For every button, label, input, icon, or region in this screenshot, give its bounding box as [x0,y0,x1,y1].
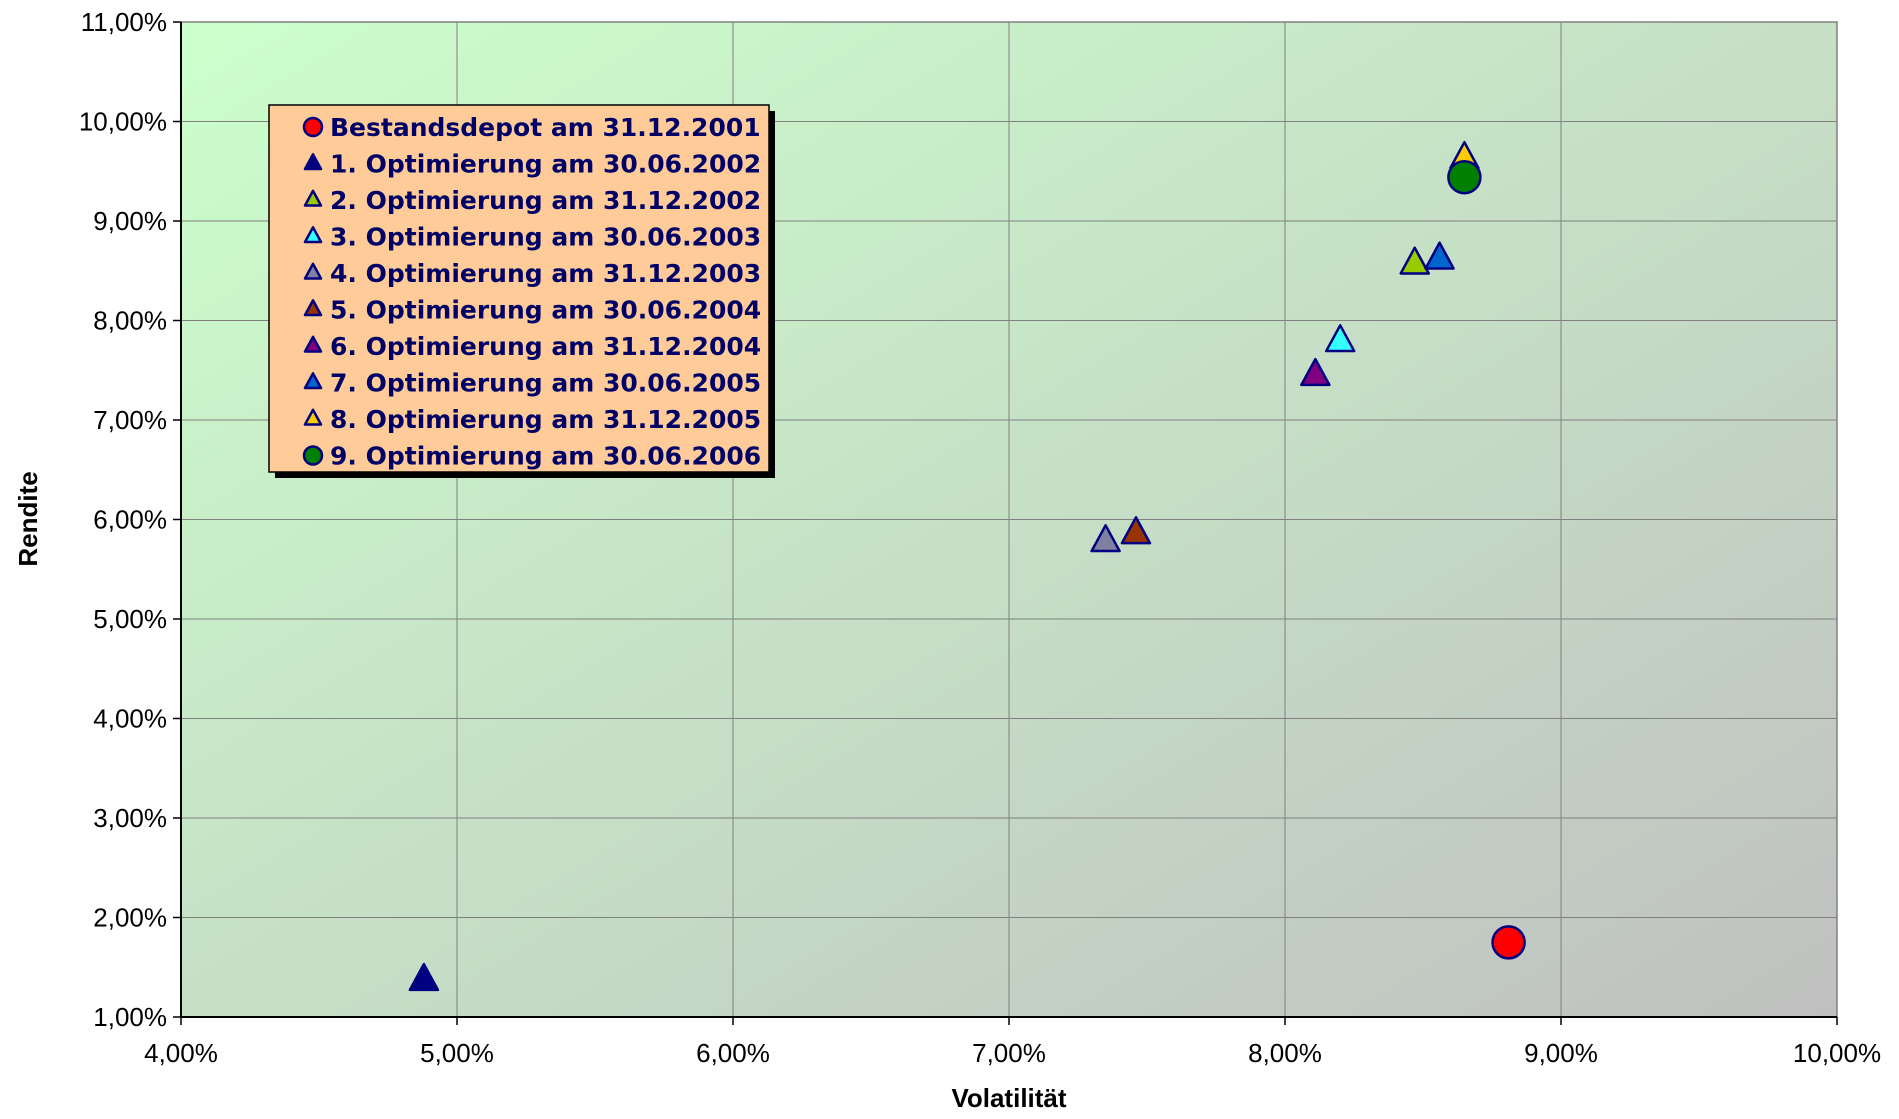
x-tick-labels: 4,00% 5,00% 6,00% 7,00% 8,00% 9,00% 10,00% [144,1038,1881,1068]
data-point [1090,524,1121,553]
x-tick-label: 5,00% [420,1038,494,1068]
legend-entry: 9. Optimierung am 30.06.2006 [302,442,761,471]
legend-marker [303,226,323,244]
x-tick-label: 7,00% [972,1038,1046,1068]
legend-entry: 8. Optimierung am 31.12.2005 [303,405,761,434]
legend-marker [303,299,323,317]
y-tick-label: 9,00% [93,206,167,236]
legend-label: 4. Optimierung am 31.12.2003 [330,259,761,288]
data-point [1120,516,1152,545]
legend-marker [303,262,323,280]
legend-label: 1. Optimierung am 30.06.2002 [330,150,761,179]
data-point [1324,324,1356,353]
x-tick-label: 8,00% [1248,1038,1322,1068]
y-axis-title: Rendite [13,471,43,566]
y-tick-label: 1,00% [93,1002,167,1032]
legend-box [268,104,770,473]
legend-marker [303,153,323,171]
x-axis-title: Volatilität [951,1083,1066,1113]
legend-label: 2. Optimierung am 31.12.2002 [330,186,761,215]
legend-marker [302,116,324,138]
legend-entry: 1. Optimierung am 30.06.2002 [303,150,761,179]
data-points [408,140,1526,992]
legend-entry: 2. Optimierung am 31.12.2002 [303,186,761,215]
y-tick-label: 8,00% [93,306,167,336]
legend-entry: 6. Optimierung am 31.12.2004 [303,332,761,361]
legend-label: 6. Optimierung am 31.12.2004 [330,332,761,361]
legend-entry: Bestandsdepot am 31.12.2001 [302,113,761,142]
legend-entry: 5. Optimierung am 30.06.2004 [303,296,761,325]
legend-marker [303,372,323,390]
y-tick-labels: 1,00% 2,00% 3,00% 4,00% 5,00% 6,00% 7,00% 8,00%… [79,7,167,1032]
x-tick-label: 6,00% [696,1038,770,1068]
data-point [1424,241,1455,270]
y-tick-label: 11,00% [81,7,167,37]
legend-marker [303,408,323,426]
x-tick-label: 9,00% [1524,1038,1598,1068]
legend-marker [303,335,323,353]
axes [173,21,1838,1025]
legend-marker [302,445,324,466]
legend: Bestandsdepot am 31.12.2001 1. Optimierun… [268,104,775,478]
data-point [1491,925,1526,960]
legend-entry: 7. Optimierung am 30.06.2005 [303,369,761,398]
y-tick-label: 4,00% [93,704,167,734]
legend-label: Bestandsdepot am 31.12.2001 [330,113,761,142]
legend-label: 5. Optimierung am 30.06.2004 [330,296,761,325]
y-tick-label: 3,00% [93,803,167,833]
legend-marker [303,189,323,207]
x-tick-label: 4,00% [144,1038,218,1068]
y-tick-label: 10,00% [79,107,167,137]
data-point [1300,357,1331,387]
legend-entry: 3. Optimierung am 30.06.2003 [303,223,761,252]
y-tick-label: 2,00% [93,903,167,933]
data-point [1447,159,1482,195]
x-tick-label: 10,00% [1793,1038,1881,1068]
y-tick-label: 6,00% [93,505,167,535]
legend-entry: 4. Optimierung am 31.12.2003 [303,259,761,288]
y-tick-label: 7,00% [93,405,167,435]
data-point [408,962,440,992]
legend-label: 9. Optimierung am 30.06.2006 [330,442,761,471]
data-point [1399,246,1430,275]
legend-label: 8. Optimierung am 31.12.2005 [330,405,761,434]
legend-label: 7. Optimierung am 30.06.2005 [330,369,761,398]
legend-label: 3. Optimierung am 30.06.2003 [330,223,761,252]
y-tick-label: 5,00% [93,604,167,634]
